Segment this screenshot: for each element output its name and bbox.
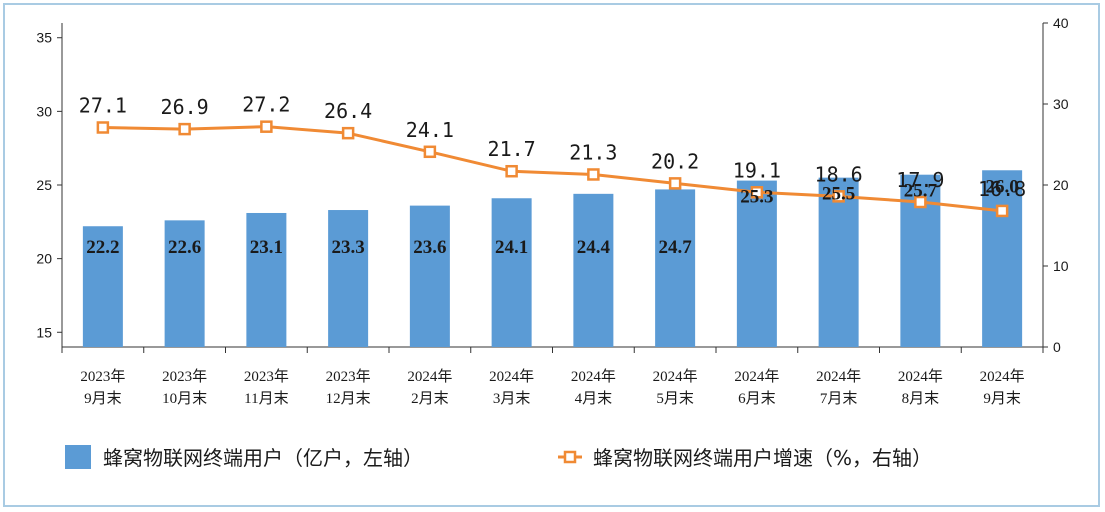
bar bbox=[246, 212, 287, 347]
x-axis-tick-label: 2024年 bbox=[898, 368, 943, 385]
left-axis-tick-label: 30 bbox=[36, 103, 52, 119]
line-point bbox=[832, 190, 845, 203]
line-point bbox=[505, 164, 518, 178]
right-axis-tick-label: 10 bbox=[1053, 258, 1069, 274]
x-axis-tick-label: 12月末 bbox=[326, 390, 371, 407]
legend-bar-label: 蜂窝物联网终端用户（亿户，左轴） bbox=[103, 446, 423, 470]
legend-line-marker bbox=[563, 450, 577, 464]
x-axis-tick-label: 2024年 bbox=[571, 368, 616, 385]
line-data-label: 17.9 bbox=[896, 168, 944, 192]
x-axis-tick-label: 5月末 bbox=[656, 390, 694, 407]
x-axis-tick-label: 2024年 bbox=[816, 368, 861, 385]
x-axis-tick-label: 2024年 bbox=[653, 368, 698, 385]
bar-data-label: 23.3 bbox=[332, 237, 365, 258]
bar-data-label: 25.3 bbox=[740, 187, 773, 208]
line-data-label: 27.2 bbox=[242, 93, 290, 117]
x-axis-tick-label: 9月末 bbox=[84, 390, 122, 407]
bar-data-label: 22.6 bbox=[168, 237, 201, 258]
x-axis-tick-label: 2024年 bbox=[734, 368, 779, 385]
bar-series bbox=[82, 170, 1023, 347]
x-axis-tick-label: 2023年 bbox=[326, 368, 371, 385]
line-point bbox=[587, 168, 600, 181]
bar bbox=[655, 189, 696, 347]
x-axis-tick-label: 2月末 bbox=[411, 390, 449, 407]
line-data-label: 24.1 bbox=[406, 118, 454, 142]
line-data-label: 21.3 bbox=[569, 140, 617, 164]
x-axis-tick-label: 10月末 bbox=[162, 390, 207, 407]
line-data-label: 26.4 bbox=[324, 99, 372, 123]
bar-data-label: 24.1 bbox=[495, 237, 528, 258]
bar-data-label: 23.6 bbox=[413, 237, 446, 258]
line-point bbox=[341, 126, 355, 140]
x-axis-tick-label: 2024年 bbox=[407, 368, 452, 385]
right-axis-tick-label: 0 bbox=[1053, 339, 1061, 355]
bar bbox=[818, 177, 859, 347]
legend: 蜂窝物联网终端用户（亿户，左轴） 蜂窝物联网终端用户增速（%，右轴） bbox=[65, 445, 932, 470]
chart: 15 20 25 30 35 0 10 20 30 40 2023年 9月末 2023年 10月末 2023… bbox=[36, 15, 1068, 470]
legend-bar-swatch bbox=[65, 445, 91, 469]
x-axis-tick-label: 3月末 bbox=[493, 390, 531, 407]
bar-data-label: 26.0 bbox=[986, 176, 1019, 197]
line-point bbox=[178, 122, 191, 136]
x-axis-tick-label: 8月末 bbox=[902, 390, 940, 407]
x-axis-tick-label: 9月末 bbox=[983, 390, 1021, 407]
right-axis-tick-label: 40 bbox=[1053, 15, 1069, 31]
x-axis-tick-label: 6月末 bbox=[738, 390, 776, 407]
left-axis-tick-label: 20 bbox=[36, 251, 52, 267]
data-labels: 27.1 26.9 27.2 26.4 24.1 21.7 21.3 20.2 19.1 18.6… bbox=[79, 93, 1026, 258]
bar bbox=[164, 220, 205, 347]
x-axis-tick-label: 11月末 bbox=[244, 390, 288, 407]
bar bbox=[573, 193, 614, 347]
x-axis-tick-label: 7月末 bbox=[820, 390, 858, 407]
bar-data-label: 23.1 bbox=[250, 237, 283, 258]
line-data-label: 16.8 bbox=[978, 177, 1026, 201]
bar bbox=[82, 226, 123, 347]
x-axis-tick-label: 4月末 bbox=[575, 390, 613, 407]
line-data-label: 21.7 bbox=[488, 137, 536, 161]
axes: 15 20 25 30 35 0 10 20 30 40 2023年 9月末 2023年 10月末 2023… bbox=[36, 15, 1068, 407]
bar bbox=[328, 210, 369, 347]
bar-data-label: 24.7 bbox=[659, 237, 693, 258]
line-point bbox=[260, 120, 273, 133]
x-axis-tick-label: 2023年 bbox=[162, 368, 207, 385]
x-axis-tick-label: 2023年 bbox=[244, 368, 289, 385]
line-point bbox=[96, 121, 110, 134]
x-axis-tick-label: 2024年 bbox=[980, 368, 1025, 385]
bar-data-label: 24.4 bbox=[577, 237, 611, 258]
line-data-label: 26.9 bbox=[161, 95, 209, 119]
line-point bbox=[995, 204, 1009, 218]
bar bbox=[409, 205, 450, 347]
right-axis-tick-label: 30 bbox=[1053, 96, 1069, 112]
bar bbox=[982, 170, 1023, 347]
line-point bbox=[423, 145, 437, 159]
line-data-label: 20.2 bbox=[651, 149, 699, 173]
line-point bbox=[914, 195, 927, 209]
chart-frame: 15 20 25 30 35 0 10 20 30 40 2023年 9月末 2023年 10月末 2023… bbox=[3, 3, 1100, 507]
bar bbox=[491, 198, 532, 347]
line-data-label: 19.1 bbox=[733, 158, 781, 182]
legend-line-label: 蜂窝物联网终端用户增速（%，右轴） bbox=[593, 446, 932, 470]
line-series bbox=[96, 120, 1009, 218]
bar bbox=[736, 180, 777, 347]
left-axis-tick-label: 15 bbox=[36, 324, 52, 340]
line-data-label: 27.1 bbox=[79, 93, 127, 117]
x-axis-tick-label: 2023年 bbox=[80, 368, 125, 385]
series-line bbox=[102, 125, 1003, 213]
left-axis-tick-label: 25 bbox=[36, 177, 52, 193]
x-axis-tick-label: 2024年 bbox=[489, 368, 534, 385]
bar-data-label: 25.7 bbox=[904, 181, 938, 202]
right-axis-tick-label: 20 bbox=[1053, 177, 1069, 193]
left-axis-tick-label: 35 bbox=[36, 30, 52, 46]
bar-data-label: 22.2 bbox=[86, 237, 119, 258]
bar-data-label: 25.5 bbox=[822, 184, 855, 205]
line-point bbox=[750, 186, 764, 199]
line-data-label: 18.6 bbox=[815, 162, 863, 186]
line-point bbox=[668, 177, 682, 190]
